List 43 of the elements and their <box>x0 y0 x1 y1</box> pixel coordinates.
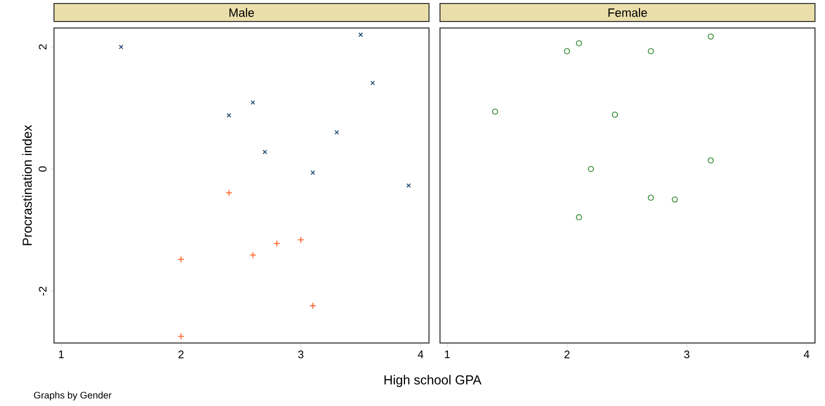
point <box>178 332 184 340</box>
chart-title: Male <box>229 8 254 17</box>
point <box>648 48 654 54</box>
point <box>309 302 316 310</box>
point <box>406 183 411 188</box>
chart-title: Female <box>608 8 647 17</box>
x-tick-label: 1 <box>444 350 450 358</box>
point <box>250 100 256 105</box>
point <box>492 108 498 115</box>
y-tick-label: 0 <box>38 166 46 172</box>
point <box>708 33 714 40</box>
point <box>564 48 570 54</box>
point <box>334 130 340 135</box>
y-tick-label: -2 <box>38 286 46 296</box>
x-tick-label: 3 <box>684 350 690 358</box>
y-tick-label: 2 <box>38 44 46 50</box>
point <box>576 40 582 46</box>
point <box>118 44 124 50</box>
point <box>310 170 316 175</box>
x-tick-label: 3 <box>298 350 304 358</box>
point <box>672 196 678 203</box>
y-axis-title: Procrastination index <box>22 124 32 246</box>
x-tick-label: 1 <box>58 350 64 358</box>
point <box>273 240 280 247</box>
point <box>370 80 375 86</box>
x-tick-label: 2 <box>564 350 570 358</box>
point <box>648 194 654 201</box>
point <box>588 166 594 172</box>
point <box>226 113 232 118</box>
point <box>612 112 618 118</box>
point <box>225 189 232 196</box>
x-tick-label: 2 <box>178 350 184 358</box>
point <box>178 256 184 263</box>
x-tick-label: 4 <box>804 350 810 358</box>
point <box>262 150 268 154</box>
point <box>708 157 714 164</box>
point <box>297 236 304 244</box>
point <box>249 252 256 259</box>
point <box>358 32 363 37</box>
point <box>576 214 582 220</box>
x-tick-label: 4 <box>418 350 424 358</box>
text: Graphs by Gender <box>34 392 112 400</box>
x-axis-title: High school GPA <box>384 374 482 388</box>
